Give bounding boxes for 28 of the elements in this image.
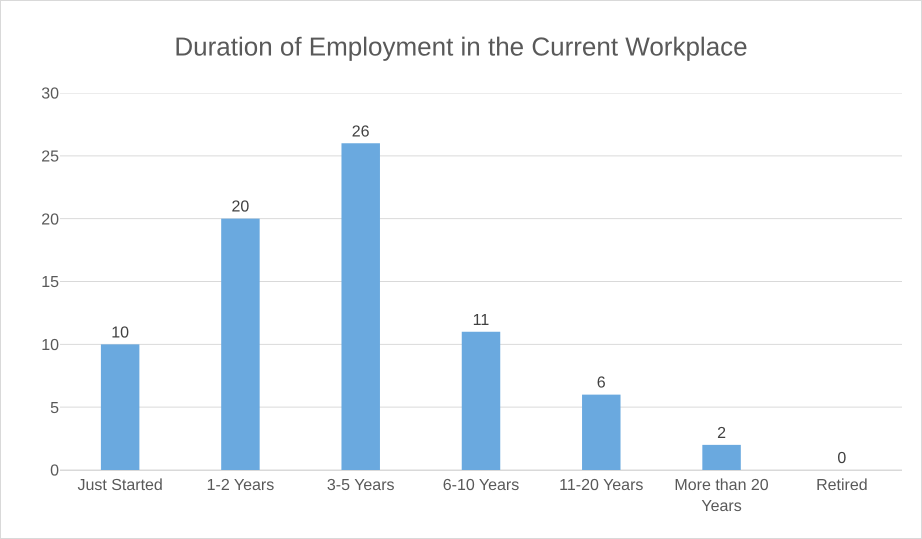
x-tick-label: More than 20 Years — [674, 477, 769, 515]
y-tick-label: 5 — [50, 400, 60, 417]
y-tick-label: 25 — [41, 148, 60, 166]
x-tick-label: Just Started — [77, 477, 163, 494]
bar — [100, 344, 140, 470]
x-tick-label: Retired — [816, 477, 868, 494]
x-tick-label: 3-5 Years — [326, 477, 395, 494]
data-label: 2 — [717, 424, 726, 442]
y-tick-label: 20 — [41, 211, 60, 228]
x-tick-label: 11-20 Years — [559, 477, 644, 494]
x-tick-label: 1-2 Years — [206, 477, 274, 494]
bar — [462, 332, 500, 470]
y-tick-label: 0 — [50, 462, 60, 480]
bar — [341, 143, 380, 470]
data-label: 10 — [111, 324, 130, 342]
data-label: 26 — [352, 123, 370, 140]
bar — [221, 218, 260, 470]
bar — [702, 444, 741, 470]
data-label: 20 — [231, 198, 250, 216]
x-tick-label: 6-10 Years — [442, 477, 520, 494]
y-tick-label: 10 — [41, 336, 60, 354]
y-tick-label: 15 — [41, 274, 60, 292]
data-label: 0 — [837, 450, 846, 467]
chart-title: Duration of Employment in the Current Workplace — [174, 32, 748, 62]
data-label: 11 — [472, 312, 490, 329]
data-label: 6 — [596, 374, 606, 392]
y-tick-label: 30 — [41, 86, 60, 103]
bar — [582, 394, 621, 470]
